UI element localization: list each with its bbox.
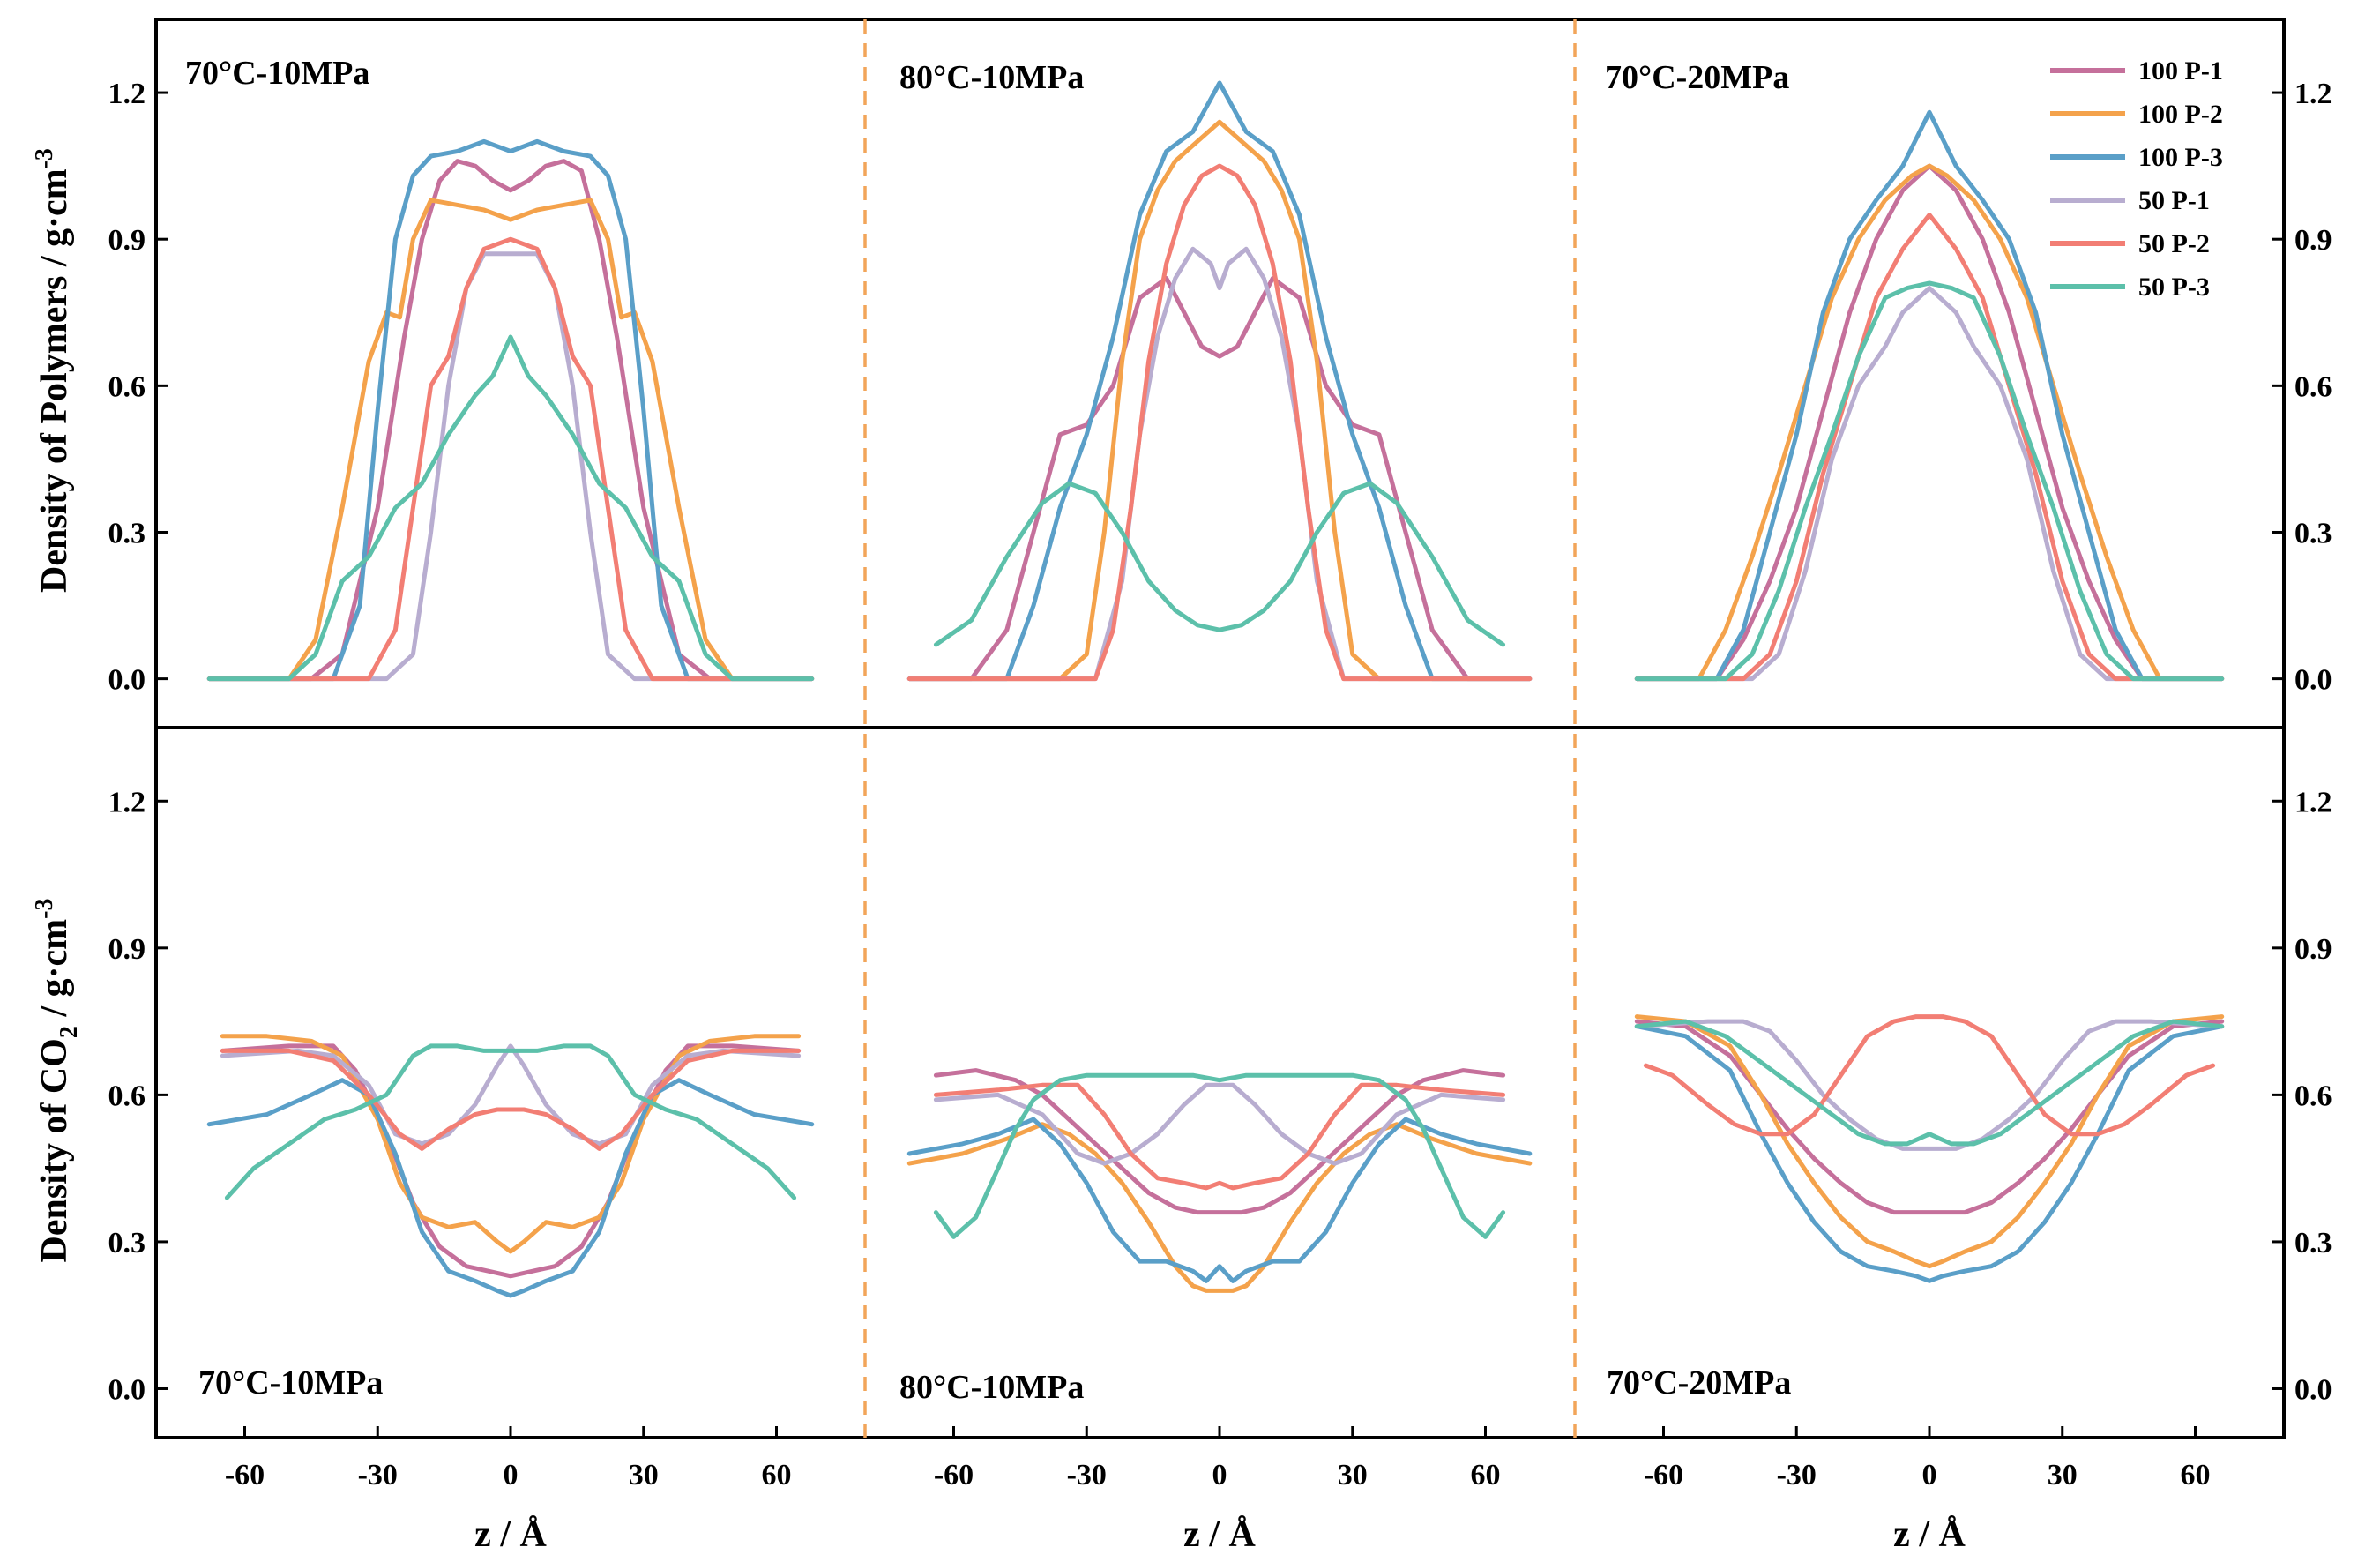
x-tick-label: 30 (629, 1459, 659, 1491)
legend-item: 50 P-3 (2050, 273, 2210, 302)
x-tick-label: 60 (2181, 1459, 2211, 1491)
panel-label-top-3: 70°C-20MPa (1605, 59, 1789, 96)
legend-item: 100 P-1 (2050, 56, 2223, 86)
co2-curve-50-p-2 (933, 1082, 1506, 1191)
y-tick-label-right: 0.6 (2294, 1080, 2332, 1112)
co2-curve-50-p-2 (1643, 1014, 2216, 1137)
co2-curve-50-p-1 (1634, 1019, 2225, 1151)
polymer-curve-100-p-1 (206, 159, 815, 682)
polymer-curve-50-p-3 (933, 481, 1506, 647)
polymer-curve-100-p-1 (906, 276, 1533, 682)
y-tick-label-right: 0.3 (2294, 517, 2332, 549)
legend-label: 100 P-1 (2138, 56, 2223, 86)
y-tick-label-left: 0.6 (108, 1080, 146, 1112)
legend-label: 100 P-2 (2138, 100, 2223, 129)
panel-label-bottom-1: 70°C-10MPa (198, 1364, 383, 1401)
density-curves (206, 80, 2225, 1298)
y-tick-label-right: 0.9 (2294, 933, 2332, 966)
y-tick-label-left: 0.9 (108, 224, 146, 257)
y-tick-label-right: 1.2 (2294, 786, 2332, 818)
y-tick-label-left: 0.0 (108, 664, 146, 697)
co2-curve-100-p-2 (906, 1122, 1533, 1293)
x-tick-label: -60 (1644, 1459, 1683, 1491)
panel-label-top-1: 70°C-10MPa (185, 55, 369, 92)
x-tick-label: 60 (1471, 1459, 1501, 1491)
y-tick-label-right: 0.6 (2294, 370, 2332, 403)
co2-curve-100-p-3 (906, 1117, 1533, 1283)
polymer-curve-50-p-2 (1634, 213, 2225, 682)
y-tick-label-right: 0.9 (2294, 224, 2332, 257)
polymer-curve-100-p-1 (1634, 163, 2225, 682)
y-tick-label-left: 0.3 (108, 1227, 146, 1259)
y-tick-label-right: 0.0 (2294, 1373, 2332, 1406)
co2-curve-100-p-1 (220, 1043, 802, 1279)
legend-label: 100 P-3 (2138, 143, 2223, 172)
y-axis-title-top: Density of Polymers / g·cm-3 (31, 148, 75, 593)
x-tick-label: 60 (762, 1459, 792, 1491)
co2-curve-50-p-1 (933, 1082, 1506, 1166)
legend-item: 100 P-3 (2050, 143, 2223, 172)
x-tick-label: 30 (1338, 1459, 1368, 1491)
polymer-curve-50-p-1 (206, 251, 815, 682)
axis-ticks: 0.0 0.0 0.3 0.3 0.6 0.6 0.9 0.9 1.2 1.2 0.0 0.0 0.3 0… (108, 78, 2332, 1491)
panel-label-bottom-3: 70°C-20MPa (1607, 1364, 1791, 1401)
polymer-curve-50-p-2 (906, 163, 1533, 682)
polymer-curve-100-p-3 (206, 138, 815, 682)
x-axis-title-3: z / Å (1893, 1514, 1966, 1555)
co2-curve-100-p-2 (220, 1034, 802, 1254)
y-axis-title-bottom: Density of CO2 / g·cm-3 (31, 899, 83, 1263)
x-tick-label: 0 (1922, 1459, 1937, 1491)
y-tick-label-left: 0.9 (108, 933, 146, 966)
y-tick-label-left: 0.3 (108, 517, 146, 549)
co2-curve-50-p-2 (220, 1048, 802, 1151)
x-tick-label: 30 (2048, 1459, 2078, 1491)
legend-item: 100 P-2 (2050, 100, 2223, 129)
legend-label: 50 P-3 (2138, 273, 2210, 302)
co2-curve-100-p-3 (206, 1078, 815, 1298)
y-tick-label-right: 1.2 (2294, 78, 2332, 110)
polymer-curve-100-p-3 (906, 80, 1533, 682)
co2-curve-50-p-1 (220, 1043, 802, 1147)
legend-label: 50 P-2 (2138, 229, 2210, 258)
panel-label-bottom-2: 80°C-10MPa (899, 1369, 1084, 1406)
polymer-curve-50-p-2 (206, 236, 815, 682)
x-tick-label: 0 (504, 1459, 519, 1491)
legend-item: 50 P-1 (2050, 186, 2210, 215)
x-axis-title-2: z / Å (1183, 1514, 1256, 1555)
y-tick-label-right: 0.0 (2294, 664, 2332, 697)
x-tick-label: -30 (1777, 1459, 1817, 1491)
x-axis-title-1: z / Å (474, 1514, 547, 1555)
co2-curve-100-p-3 (1634, 1024, 2225, 1283)
x-tick-label: 0 (1212, 1459, 1227, 1491)
co2-curve-100-p-2 (1634, 1014, 2225, 1269)
legend: 100 P-1 100 P-2 100 P-3 50 P-1 50 P-2 50… (2050, 56, 2223, 302)
co2-curve-50-p-3 (933, 1072, 1506, 1239)
x-tick-label: -60 (225, 1459, 265, 1491)
polymer-curve-100-p-3 (1634, 109, 2225, 682)
polymer-curve-50-p-3 (206, 334, 815, 682)
y-tick-label-left: 0.6 (108, 370, 146, 403)
polymer-curve-100-p-2 (906, 119, 1533, 682)
x-tick-label: -30 (358, 1459, 398, 1491)
co2-curve-50-p-3 (1634, 1019, 2225, 1147)
y-tick-label-right: 0.3 (2294, 1227, 2332, 1259)
y-tick-label-left: 1.2 (108, 786, 146, 818)
y-tick-label-left: 0.0 (108, 1373, 146, 1406)
x-tick-label: -60 (934, 1459, 974, 1491)
x-tick-label: -30 (1067, 1459, 1107, 1491)
co2-curve-50-p-3 (224, 1043, 797, 1200)
polymer-curve-50-p-1 (906, 246, 1533, 682)
legend-label: 50 P-1 (2138, 186, 2210, 215)
panel-label-top-2: 80°C-10MPa (899, 59, 1084, 96)
co2-curve-100-p-1 (1634, 1019, 2225, 1215)
co2-curve-100-p-1 (933, 1068, 1506, 1215)
polymer-curve-50-p-3 (1634, 280, 2225, 682)
legend-item: 50 P-2 (2050, 229, 2210, 258)
polymer-curve-100-p-2 (206, 198, 815, 682)
y-tick-label-left: 1.2 (108, 78, 146, 110)
polymer-curve-50-p-1 (1634, 286, 2225, 682)
polymer-curve-100-p-2 (1634, 163, 2225, 682)
